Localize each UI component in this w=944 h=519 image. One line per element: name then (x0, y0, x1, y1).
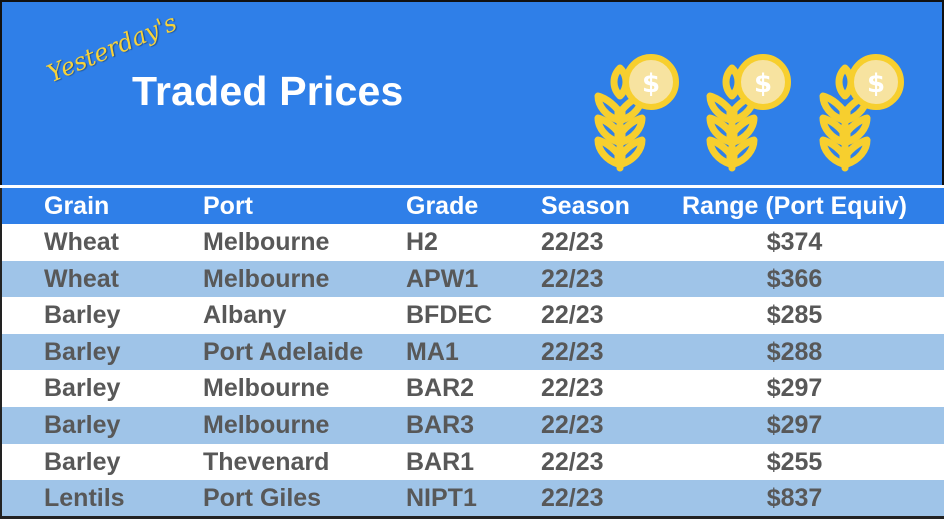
cell-season: 22/23 (541, 301, 604, 330)
cell-port: Port Adelaide (203, 337, 364, 366)
cell-season: 22/23 (541, 228, 604, 256)
cell-grain: Barley (44, 374, 121, 403)
svg-text:$: $ (867, 69, 885, 99)
cell-range: $366 (766, 264, 823, 293)
cell-season: 22/23 (541, 447, 604, 476)
cell-grain: Wheat (44, 264, 119, 293)
table-row: Barley Melbourne BAR3 22/23 $297 (0, 406, 944, 444)
cell-grade: MA1 (406, 337, 459, 366)
table-row: Wheat Melbourne H2 22/23 $374 (0, 224, 944, 261)
wheat-coin-icon: $ (819, 54, 904, 172)
table-row: Barley Port Adelaide MA1 22/23 $288 (0, 333, 944, 371)
prices-table: Grain Port Grade Season Range (Port Equi… (0, 188, 944, 517)
wheat-coin-icon: $ (706, 54, 791, 172)
cell-grade: BAR2 (406, 374, 475, 403)
table-row: Lentils Port Giles NIPT1 22/23 $837 (0, 480, 944, 517)
cell-grade: H2 (406, 228, 438, 256)
cell-grain: Barley (44, 410, 121, 439)
cell-grain: Barley (44, 447, 121, 476)
cell-range: $288 (766, 337, 823, 366)
table-row: Barley Thevenard BAR1 22/23 $255 (0, 443, 944, 481)
cell-grade: APW1 (406, 264, 479, 293)
svg-text:$: $ (642, 69, 660, 99)
cell-port: Port Giles (203, 484, 322, 513)
cell-grain: Barley (44, 337, 121, 366)
cell-grade: BFDEC (406, 301, 493, 330)
svg-text:$: $ (754, 69, 772, 99)
table-header-row: Grain Port Grade Season Range (Port Equi… (0, 188, 944, 224)
wheat-coin-icon: $ (594, 54, 679, 172)
cell-season: 22/23 (541, 374, 604, 403)
column-header-port: Port (203, 192, 253, 220)
cell-grade: BAR1 (406, 447, 475, 476)
cell-port: Melbourne (203, 264, 330, 293)
cell-season: 22/23 (541, 337, 604, 366)
left-border (0, 188, 2, 519)
cell-grain: Barley (44, 301, 121, 330)
column-header-season: Season (541, 192, 630, 220)
column-header-grain: Grain (44, 192, 110, 220)
cell-grain: Wheat (44, 228, 119, 256)
cell-range: $285 (766, 301, 823, 330)
cell-range: $837 (766, 484, 823, 513)
cell-season: 22/23 (541, 410, 604, 439)
cell-range: $374 (766, 228, 823, 256)
cell-grain: Lentils (44, 484, 125, 513)
table-row: Wheat Melbourne APW1 22/23 $366 (0, 260, 944, 298)
cell-port: Thevenard (203, 447, 330, 476)
cell-season: 22/23 (541, 484, 604, 513)
cell-range: $297 (766, 410, 823, 439)
table-row: Barley Albany BFDEC 22/23 $285 (0, 297, 944, 334)
cell-port: Melbourne (203, 374, 330, 403)
cell-range: $255 (766, 447, 823, 476)
cell-port: Melbourne (203, 228, 330, 256)
cell-grade: BAR3 (406, 410, 475, 439)
cell-range: $297 (766, 374, 823, 403)
column-header-range: Range (Port Equiv) (681, 192, 907, 220)
divider (0, 185, 944, 188)
bottom-border (0, 516, 944, 519)
table-row: Barley Melbourne BAR2 22/23 $297 (0, 370, 944, 407)
cell-port: Albany (203, 301, 287, 330)
page-title: Traded Prices (132, 68, 404, 114)
cell-port: Melbourne (203, 410, 330, 439)
icon-group: $ $ $ (590, 50, 920, 175)
cell-season: 22/23 (541, 264, 604, 293)
column-header-grade: Grade (406, 192, 479, 220)
cell-grade: NIPT1 (406, 484, 477, 513)
